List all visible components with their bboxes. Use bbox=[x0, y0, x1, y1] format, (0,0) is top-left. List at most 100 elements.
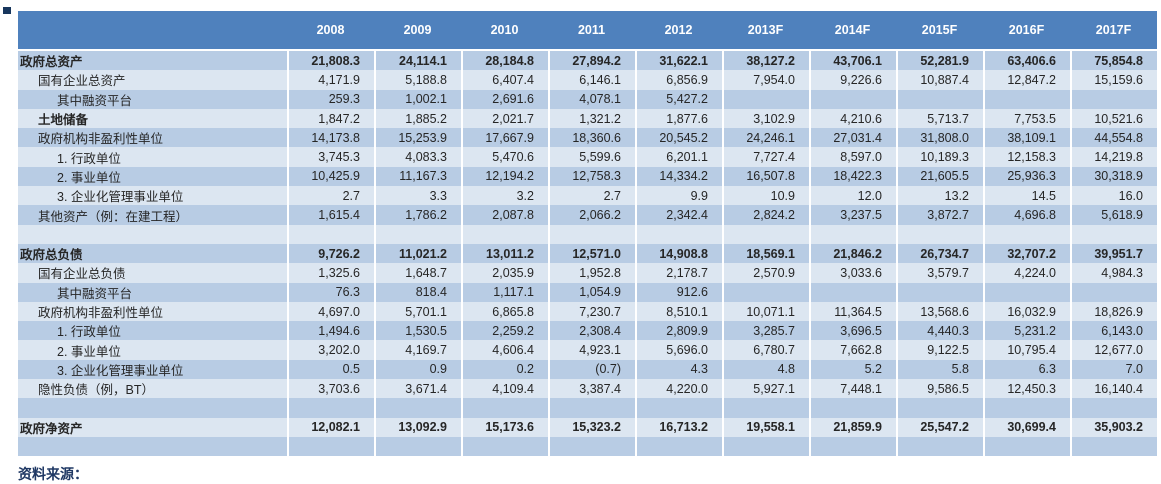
cell-value: 10,071.1 bbox=[722, 301, 809, 322]
cell-value bbox=[635, 224, 722, 244]
cell-value bbox=[896, 398, 983, 418]
cell-value bbox=[722, 282, 809, 302]
table-row: 2. 事业单位 3,202.0 4,169.7 4,606.4 4,923.1 5,696… bbox=[18, 340, 1157, 360]
header-label-spacer bbox=[18, 11, 287, 49]
cell-value: 4,169.7 bbox=[374, 340, 461, 360]
cell-value bbox=[983, 282, 1070, 302]
row-label: 政府总资产 bbox=[20, 55, 83, 70]
cell-value bbox=[635, 398, 722, 418]
cell-value: 43,706.1 bbox=[809, 51, 896, 71]
column-header: 2017F bbox=[1095, 23, 1132, 37]
cell-value: 3,579.7 bbox=[896, 263, 983, 283]
cell-value: 13,011.2 bbox=[461, 243, 548, 264]
cell-value: 32,707.2 bbox=[983, 243, 1070, 264]
cell-value: (0.7) bbox=[548, 359, 635, 380]
cell-value: 1,615.4 bbox=[287, 205, 374, 225]
cell-value: 10.9 bbox=[722, 186, 809, 206]
cell-value bbox=[461, 224, 548, 244]
cell-value: 15,253.9 bbox=[374, 128, 461, 148]
cell-value bbox=[809, 282, 896, 302]
cell-value: 27,894.2 bbox=[548, 51, 635, 71]
cell-value: 6.3 bbox=[983, 359, 1070, 380]
cell-value: 4,083.3 bbox=[374, 147, 461, 167]
column-header: 2011 bbox=[577, 23, 606, 37]
table-row: 国有企业总资产 4,171.9 5,188.8 6,407.4 6,146.1 6,856… bbox=[18, 70, 1157, 90]
cell-value: 21,846.2 bbox=[809, 243, 896, 264]
cell-value: 1,885.2 bbox=[374, 108, 461, 129]
cell-value: 12,571.0 bbox=[548, 243, 635, 264]
cell-value: 30,318.9 bbox=[1070, 166, 1157, 187]
cell-value: 30,699.4 bbox=[983, 417, 1070, 437]
cell-value: 24,246.1 bbox=[722, 128, 809, 148]
cell-value: 4.3 bbox=[635, 359, 722, 380]
cell-value bbox=[983, 436, 1070, 457]
cell-value: 14,219.8 bbox=[1070, 147, 1157, 167]
cell-value: 2,809.9 bbox=[635, 321, 722, 341]
row-label: 政府机构非盈利性单位 bbox=[38, 306, 164, 320]
cell-value: 12.0 bbox=[809, 186, 896, 206]
cell-value: 1,952.8 bbox=[548, 263, 635, 283]
cell-value: 2,308.4 bbox=[548, 321, 635, 341]
cell-value: 7,753.5 bbox=[983, 108, 1070, 129]
cell-value: 2,691.6 bbox=[461, 89, 548, 109]
cell-value bbox=[461, 398, 548, 418]
cell-value bbox=[896, 224, 983, 244]
row-label: 其中融资平台 bbox=[57, 286, 133, 301]
cell-value: 3,387.4 bbox=[548, 379, 635, 399]
cell-value: 4,224.0 bbox=[983, 263, 1070, 283]
cell-value: 63,406.6 bbox=[983, 51, 1070, 71]
cell-value: 3,696.5 bbox=[809, 321, 896, 341]
column-header: 2015F bbox=[921, 23, 958, 37]
cell-value bbox=[287, 436, 374, 457]
cell-value: 6,780.7 bbox=[722, 340, 809, 360]
government-balance-sheet-table: 2008 2009 2010 2011 2012 2013F 2014F 2015F 2016F… bbox=[18, 11, 1157, 457]
cell-value: 5.2 bbox=[809, 359, 896, 380]
cell-value bbox=[287, 398, 374, 418]
cell-value: 912.6 bbox=[635, 282, 722, 302]
table-row bbox=[18, 224, 1157, 244]
cell-value: 28,184.8 bbox=[461, 51, 548, 71]
cell-value: 259.3 bbox=[287, 89, 374, 109]
cell-value: 5,470.6 bbox=[461, 147, 548, 167]
cell-value: 3,745.3 bbox=[287, 147, 374, 167]
cell-value: 5,713.7 bbox=[896, 108, 983, 129]
cell-value: 19,558.1 bbox=[722, 417, 809, 437]
cell-value: 4,696.8 bbox=[983, 205, 1070, 225]
row-label: 3. 企业化管理事业单位 bbox=[57, 363, 184, 378]
cell-value: 26,734.7 bbox=[896, 243, 983, 264]
cell-value bbox=[1070, 89, 1157, 109]
cell-value: 4,440.3 bbox=[896, 321, 983, 341]
cell-value: 1,002.1 bbox=[374, 89, 461, 109]
column-header: 2010 bbox=[490, 23, 519, 37]
cell-value: 14.5 bbox=[983, 186, 1070, 206]
cell-value: 7,727.4 bbox=[722, 147, 809, 167]
cell-value: 11,021.2 bbox=[374, 243, 461, 264]
table-row: 政府机构非盈利性单位 14,173.8 15,253.9 17,667.9 18,360… bbox=[18, 128, 1157, 148]
cell-value: 818.4 bbox=[374, 282, 461, 302]
column-header: 2014F bbox=[834, 23, 871, 37]
row-label: 国有企业总资产 bbox=[38, 74, 126, 89]
cell-value: 12,158.3 bbox=[983, 147, 1070, 167]
cell-value bbox=[983, 89, 1070, 109]
cell-value: 13.2 bbox=[896, 186, 983, 206]
cell-value: 5,231.2 bbox=[983, 321, 1070, 341]
cell-value: 2.7 bbox=[548, 186, 635, 206]
cell-value bbox=[1070, 436, 1157, 457]
cell-value: 5,618.9 bbox=[1070, 205, 1157, 225]
cell-value bbox=[722, 398, 809, 418]
cell-value: 18,360.6 bbox=[548, 128, 635, 148]
cell-value: 4,220.0 bbox=[635, 379, 722, 399]
cell-value: 7,954.0 bbox=[722, 70, 809, 90]
cell-value: 7,448.1 bbox=[809, 379, 896, 399]
cell-value: 16,140.4 bbox=[1070, 379, 1157, 399]
cell-value: 20,545.2 bbox=[635, 128, 722, 148]
table-row: 国有企业总负债 1,325.6 1,648.7 2,035.9 1,952.8 2,178… bbox=[18, 263, 1157, 283]
cell-value: 15,159.6 bbox=[1070, 70, 1157, 90]
cell-value: 3,703.6 bbox=[287, 379, 374, 399]
cell-value: 39,951.7 bbox=[1070, 243, 1157, 264]
cell-value: 1,877.6 bbox=[635, 108, 722, 129]
cell-value bbox=[374, 398, 461, 418]
cell-value: 1,054.9 bbox=[548, 282, 635, 302]
cell-value: 4,606.4 bbox=[461, 340, 548, 360]
cell-value: 5,701.1 bbox=[374, 301, 461, 322]
